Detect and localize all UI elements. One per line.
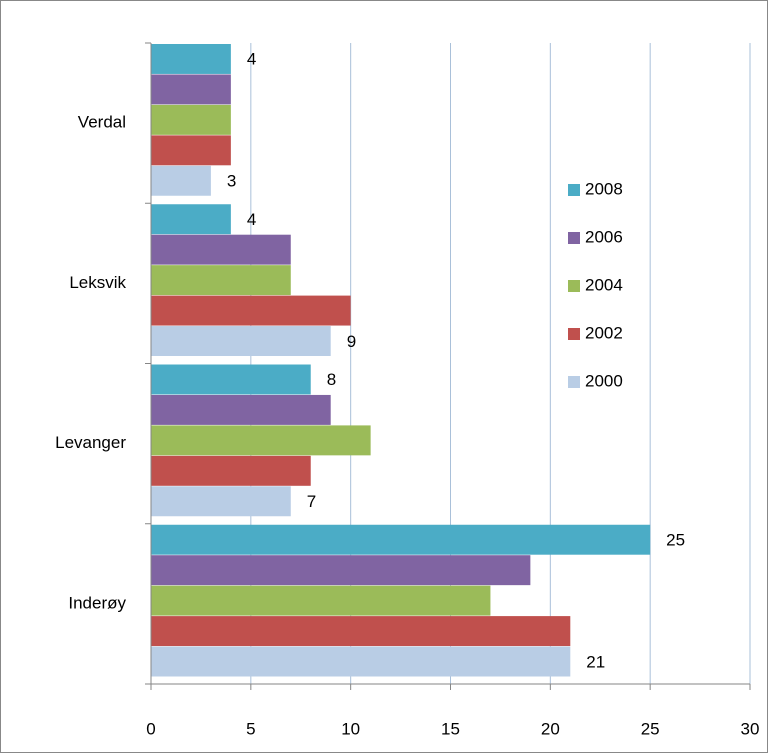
bar xyxy=(151,234,291,265)
bar xyxy=(151,295,351,326)
bar xyxy=(151,135,231,166)
legend-swatch xyxy=(568,184,580,196)
bar xyxy=(151,165,211,196)
legend-label: 2002 xyxy=(585,323,623,342)
legend-swatch xyxy=(568,376,580,388)
legend-label: 2004 xyxy=(585,275,623,294)
bar xyxy=(151,455,311,486)
x-tick-label: 0 xyxy=(146,719,155,738)
x-tick-label: 25 xyxy=(641,719,660,738)
bar xyxy=(151,364,311,395)
x-tick-label: 30 xyxy=(741,719,760,738)
legend-label: 2008 xyxy=(585,179,623,198)
y-tick-label: Levanger xyxy=(55,433,126,452)
legend-label: 2000 xyxy=(585,371,623,390)
bar xyxy=(151,104,231,135)
bar xyxy=(151,585,491,616)
y-tick-label: Verdal xyxy=(78,113,126,132)
legend-swatch xyxy=(568,280,580,292)
data-label: 8 xyxy=(327,370,336,389)
x-tick-label: 10 xyxy=(341,719,360,738)
y-tick-label: Leksvik xyxy=(69,273,126,292)
bar xyxy=(151,486,291,517)
data-label: 7 xyxy=(307,492,316,511)
data-label: 21 xyxy=(586,652,605,671)
bar xyxy=(151,555,531,586)
bar xyxy=(151,616,571,647)
bar xyxy=(151,74,231,105)
y-tick-label: Inderøy xyxy=(68,593,126,612)
bar xyxy=(151,204,231,235)
bar xyxy=(151,44,231,74)
data-label: 25 xyxy=(666,530,685,549)
x-tick-label: 5 xyxy=(246,719,255,738)
legend-swatch xyxy=(568,232,580,244)
data-label: 3 xyxy=(227,172,236,191)
x-tick-label: 20 xyxy=(541,719,560,738)
data-label: 4 xyxy=(247,50,256,69)
bar xyxy=(151,394,331,425)
bar xyxy=(151,326,331,356)
bar xyxy=(151,646,571,677)
data-label: 4 xyxy=(247,210,256,229)
data-label: 9 xyxy=(347,332,356,351)
legend-label: 2006 xyxy=(585,227,623,246)
bar xyxy=(151,265,291,296)
legend-swatch xyxy=(568,328,580,340)
x-tick-label: 15 xyxy=(441,719,460,738)
bar xyxy=(151,524,651,555)
bar xyxy=(151,425,371,456)
